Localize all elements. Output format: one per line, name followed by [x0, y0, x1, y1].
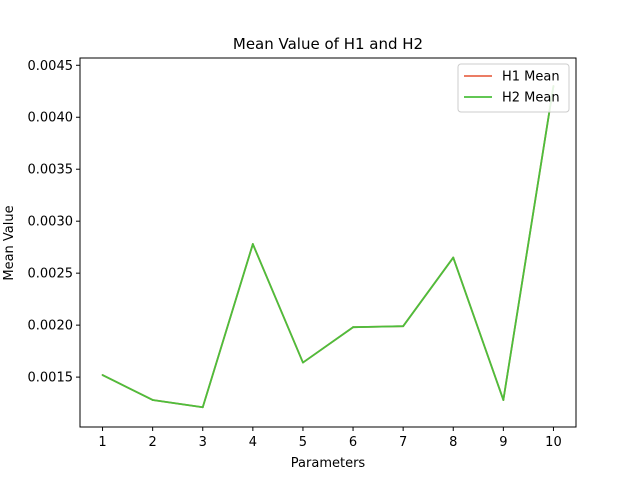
y-axis: 0.0015 0.0020 0.0025 0.0030 0.0035 0.0040 0.00… [28, 59, 80, 386]
x-tick-label: 9 [499, 435, 507, 450]
data-point-s2-4 [251, 243, 254, 245]
series-line-2 [102, 85, 555, 409]
series-layer [101, 85, 555, 409]
y-tick-label: 0.0045 [28, 59, 74, 74]
y-tick-label: 0.0015 [28, 371, 74, 386]
data-point-s2-1 [101, 374, 104, 376]
x-axis: 1 2 3 4 5 6 7 8 9 10 [98, 427, 562, 450]
data-point-s2-6 [352, 326, 354, 329]
plot-frame [79, 57, 577, 428]
x-tick-label: 8 [449, 435, 457, 450]
legend-label-2: H2 Mean [502, 91, 560, 106]
data-point-s2-8 [452, 256, 455, 259]
y-axis-label: Mean Value [2, 205, 17, 280]
x-tick-label: 2 [149, 435, 157, 450]
y-tick-label: 0.0040 [28, 111, 74, 126]
data-point-s2-7 [402, 325, 405, 328]
x-tick-label: 1 [98, 435, 106, 450]
data-point-s2-9 [502, 399, 505, 401]
y-tick-label: 0.0030 [28, 215, 74, 230]
x-tick-label: 10 [545, 435, 562, 450]
y-tick-label: 0.0020 [28, 319, 74, 334]
x-tick-label: 5 [299, 435, 307, 450]
chart-title: Mean Value of H1 and H2 [233, 35, 423, 53]
legend: H1 Mean H2 Mean [457, 63, 570, 113]
y-tick-label: 0.0035 [28, 163, 74, 178]
legend-label-1: H1 Mean [502, 70, 560, 85]
data-point-s2-3 [201, 406, 204, 409]
data-point-s2-5 [302, 361, 304, 364]
x-tick-label: 4 [249, 435, 257, 450]
y-tick-label: 0.0025 [28, 267, 74, 282]
x-axis-label: Parameters [291, 456, 366, 471]
x-tick-label: 3 [199, 435, 207, 450]
x-tick-label: 6 [349, 435, 357, 450]
x-tick-label: 7 [399, 435, 407, 450]
data-point-s2-2 [151, 399, 154, 401]
